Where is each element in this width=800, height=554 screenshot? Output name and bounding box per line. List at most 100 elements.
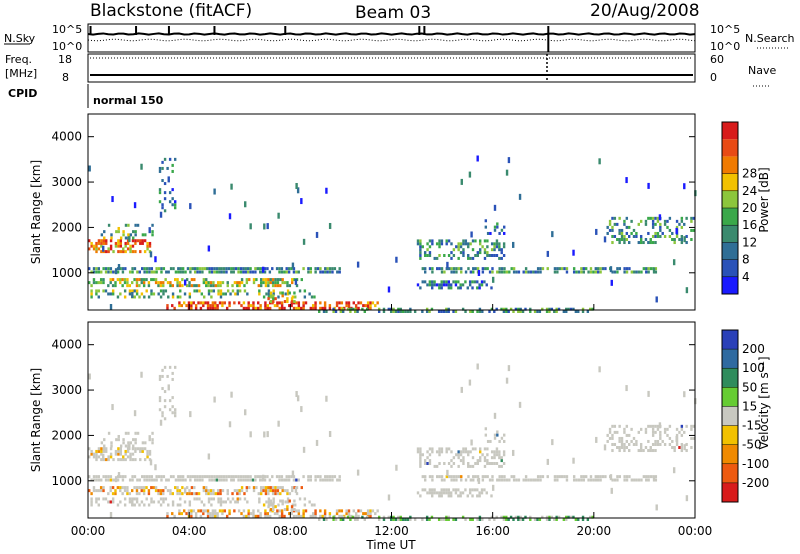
power-cell [493, 254, 496, 257]
nave-label: Nave [748, 64, 776, 77]
velocity-cell [401, 518, 405, 521]
y-tick-label: 3000 [51, 383, 82, 397]
power-cell [142, 284, 146, 288]
velocity-cell [207, 453, 211, 460]
velocity-cell [236, 497, 239, 501]
velocity-cell [100, 478, 103, 482]
power-cell [630, 219, 633, 223]
velocity-cell [503, 478, 506, 482]
power-cell [141, 239, 144, 243]
power-cell [216, 284, 220, 288]
power-cell [233, 301, 236, 305]
power-cell [326, 270, 329, 274]
power-cell [666, 219, 669, 223]
velocity-cell [232, 475, 235, 479]
power-cell [99, 281, 103, 285]
velocity-cell [613, 424, 617, 428]
velocity-cell [623, 449, 626, 453]
power-cell [159, 295, 163, 299]
power-cell [277, 212, 280, 219]
velocity-cell [266, 431, 269, 438]
velocity-cell [278, 514, 281, 518]
velocity-cell [654, 439, 657, 443]
velocity-cell [654, 430, 657, 434]
velocity-cell [464, 447, 468, 451]
velocity-cell [419, 450, 422, 454]
colorbar-swatch [722, 242, 738, 260]
velocity-cell [151, 441, 154, 445]
velocity-cell [107, 431, 111, 435]
power-cell [123, 281, 127, 285]
power-cell [515, 270, 518, 274]
power-cell [545, 310, 549, 313]
velocity-cell [533, 518, 537, 521]
velocity-cell [486, 475, 489, 479]
power-cell [594, 267, 597, 271]
power-cell [630, 231, 633, 235]
power-cell [316, 267, 320, 271]
velocity-cell [290, 475, 293, 479]
power-cell [149, 251, 153, 258]
velocity-cell [618, 475, 622, 479]
power-cell [471, 248, 475, 252]
velocity-cell [419, 459, 422, 463]
colorbar-swatch [722, 276, 738, 294]
velocity-cell [478, 456, 482, 460]
power-cell [158, 169, 162, 173]
velocity-cell [431, 450, 434, 454]
power-cell [449, 283, 453, 287]
power-cell [425, 310, 429, 313]
velocity-cell [107, 455, 110, 459]
power-cell [246, 270, 250, 274]
power-cell [623, 267, 626, 271]
power-cell [90, 295, 93, 299]
velocity-cell [225, 478, 228, 482]
velocity-cell [242, 478, 245, 482]
velocity-cell [119, 475, 122, 479]
nave-tick-bottom: 0 [710, 71, 717, 84]
velocity-cell [179, 478, 182, 482]
power-cell [176, 284, 179, 288]
power-cell [328, 304, 332, 308]
velocity-cell [541, 475, 545, 479]
velocity-cell [155, 475, 158, 479]
power-cell [369, 306, 372, 310]
velocity-cell [173, 414, 177, 418]
velocity-cell [172, 475, 175, 479]
velocity-cell [496, 433, 499, 437]
power-cell [222, 270, 226, 274]
power-cell [286, 292, 290, 296]
power-cell [252, 306, 255, 310]
power-cell [227, 267, 231, 271]
velocity-cell [303, 497, 307, 501]
velocity-cell [620, 442, 624, 446]
velocity-cell [668, 442, 672, 446]
power-cell [324, 270, 327, 274]
velocity-cell [558, 475, 561, 479]
power-cell [387, 286, 391, 293]
power-cell [481, 270, 485, 274]
velocity-cell [335, 509, 339, 513]
power-cell [129, 233, 133, 237]
velocity-cell [223, 509, 226, 513]
power-cell [416, 283, 420, 287]
power-cell [503, 270, 506, 274]
colorbar-swatch [722, 425, 738, 445]
power-cell [671, 231, 674, 235]
power-cell [247, 306, 250, 310]
power-cell [249, 267, 252, 271]
velocity-cell [377, 515, 381, 519]
velocity-cell [222, 475, 226, 479]
power-cell [127, 233, 130, 237]
velocity-cell [675, 427, 679, 431]
velocity-cell [162, 497, 165, 501]
power-cell [613, 234, 617, 238]
velocity-cell [141, 447, 144, 451]
power-cell [264, 281, 268, 285]
power-cell [216, 306, 219, 310]
velocity-cell [249, 431, 252, 438]
colorbar-tick-label: 15 [742, 399, 757, 413]
power-cell [457, 256, 460, 260]
velocity-cell [161, 387, 164, 391]
